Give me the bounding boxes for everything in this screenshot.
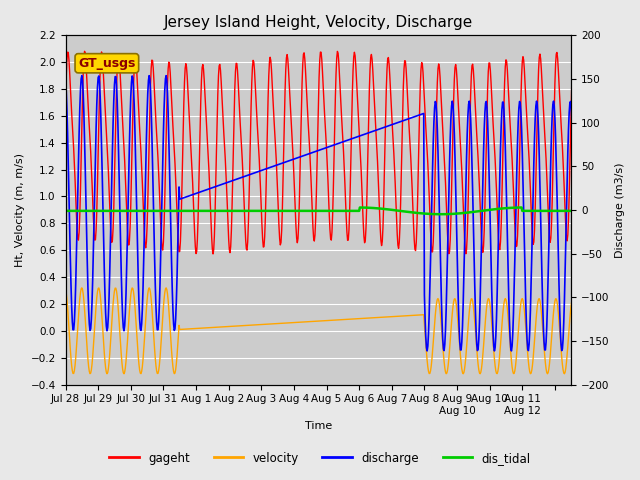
Line: discharge: discharge	[65, 76, 572, 351]
discharge	[423, 348, 431, 354]
gageht	[61, 100, 69, 106]
gageht	[209, 251, 217, 257]
gageht	[358, 185, 365, 191]
dis_tidal	[411, 210, 419, 216]
discharge	[172, 299, 180, 305]
dis_tidal	[456, 210, 464, 216]
discharge	[385, 123, 392, 129]
dis_tidal	[385, 206, 392, 212]
velocity	[172, 361, 180, 367]
X-axis label: Time: Time	[305, 421, 332, 432]
dis_tidal	[437, 211, 445, 217]
velocity	[411, 312, 419, 318]
gageht	[340, 149, 348, 155]
dis_tidal	[568, 208, 576, 214]
discharge	[61, 76, 69, 82]
velocity	[61, 286, 69, 292]
velocity	[456, 344, 463, 350]
gageht	[172, 192, 180, 197]
gageht	[568, 75, 576, 81]
discharge	[357, 132, 365, 138]
gageht	[385, 61, 393, 67]
Y-axis label: Discharge (m3/s): Discharge (m3/s)	[615, 162, 625, 258]
dis_tidal	[356, 204, 364, 210]
discharge	[456, 347, 464, 353]
Y-axis label: Ht, Velocity (m, m/s): Ht, Velocity (m, m/s)	[15, 153, 25, 267]
Title: Jersey Island Height, Velocity, Discharge: Jersey Island Height, Velocity, Discharg…	[164, 15, 473, 30]
dis_tidal	[172, 208, 179, 214]
velocity	[460, 371, 467, 377]
discharge	[339, 139, 347, 145]
gageht	[412, 248, 419, 253]
dis_tidal	[357, 204, 365, 210]
velocity	[339, 317, 347, 323]
Legend: gageht, velocity, discharge, dis_tidal: gageht, velocity, discharge, dis_tidal	[104, 447, 536, 469]
gageht	[81, 48, 88, 54]
Line: gageht: gageht	[65, 51, 572, 254]
Line: velocity: velocity	[65, 288, 572, 374]
dis_tidal	[339, 208, 346, 214]
discharge	[568, 119, 576, 125]
velocity	[357, 316, 365, 322]
gageht	[456, 142, 464, 148]
velocity	[568, 298, 576, 303]
dis_tidal	[61, 208, 69, 214]
Line: dis_tidal: dis_tidal	[65, 207, 572, 214]
discharge	[145, 73, 153, 79]
velocity	[385, 314, 392, 320]
velocity	[145, 285, 153, 291]
discharge	[411, 114, 419, 120]
Text: GT_usgs: GT_usgs	[78, 57, 136, 70]
